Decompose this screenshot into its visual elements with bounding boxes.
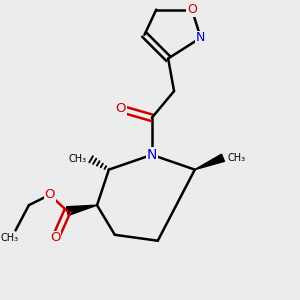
- Text: N: N: [147, 148, 157, 162]
- Text: CH₃: CH₃: [227, 153, 245, 163]
- Polygon shape: [67, 205, 97, 215]
- Text: CH₃: CH₃: [1, 233, 19, 243]
- Text: CH₃: CH₃: [69, 154, 87, 164]
- Polygon shape: [195, 154, 224, 170]
- Text: N: N: [196, 31, 206, 44]
- Text: O: O: [50, 231, 61, 244]
- Text: O: O: [44, 188, 55, 201]
- Text: O: O: [187, 3, 197, 16]
- Text: O: O: [116, 102, 126, 116]
